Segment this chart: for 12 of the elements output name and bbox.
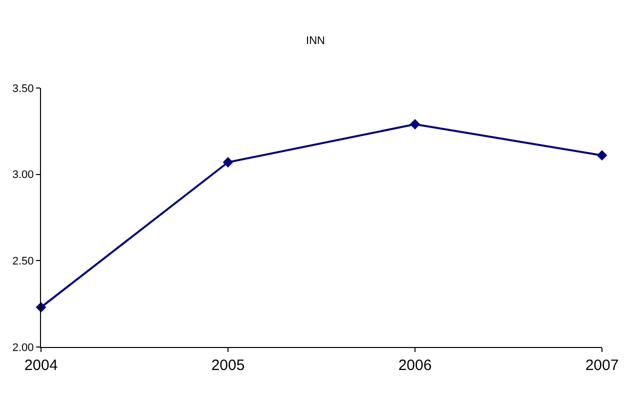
y-tick-label: 3.00 xyxy=(12,169,34,182)
x-tick-label: 2006 xyxy=(398,357,432,374)
x-tick-label: 2005 xyxy=(211,357,245,374)
y-tick-label: 2.00 xyxy=(12,342,34,354)
chart-title: INN xyxy=(306,35,326,48)
x-tick-label: 2007 xyxy=(585,357,619,374)
y-tick-label: 2.50 xyxy=(12,256,34,268)
point xyxy=(222,157,234,168)
x-tick-label: 2004 xyxy=(24,357,58,374)
y-tick-label: 3.50 xyxy=(12,82,34,95)
point xyxy=(596,150,608,161)
point xyxy=(410,119,420,130)
